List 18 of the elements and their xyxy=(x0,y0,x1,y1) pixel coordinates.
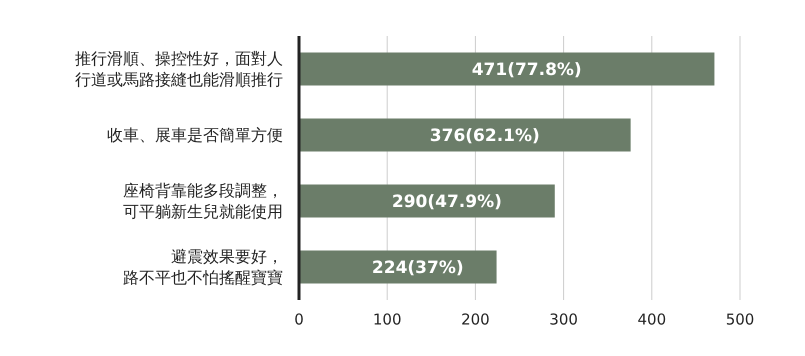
y-tick-label: 推行滑順、操控性好，面對人行道或馬路接縫也能滑順推行 xyxy=(75,49,283,90)
bar xyxy=(299,184,555,218)
bar xyxy=(299,118,631,152)
x-tick-label: 300 xyxy=(549,310,578,329)
x-tick-label: 400 xyxy=(637,310,666,329)
data-label: 224(37%) xyxy=(372,258,464,278)
x-tick-label: 200 xyxy=(461,310,490,329)
y-tick-label: 收車、展車是否簡單方便 xyxy=(107,126,283,145)
x-tick-label: 0 xyxy=(294,310,304,329)
data-label: 376(62.1%) xyxy=(430,126,540,146)
data-label: 290(47.9%) xyxy=(392,192,502,212)
data-label: 471(77.8%) xyxy=(472,60,582,80)
bar xyxy=(299,250,497,284)
bar xyxy=(299,52,714,86)
y-tick-label: 座椅背靠能多段調整，可平躺新生兒就能使用 xyxy=(123,181,283,222)
x-tick-label: 100 xyxy=(372,310,402,329)
y-tick-label: 避震效果要好，路不平也不怕搖醒寶寶 xyxy=(123,247,283,288)
x-tick-label: 500 xyxy=(726,310,754,329)
